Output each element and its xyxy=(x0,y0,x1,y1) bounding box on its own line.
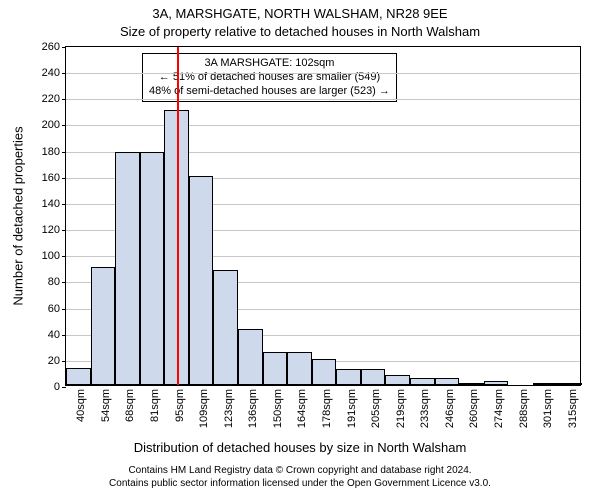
ytick-mark xyxy=(62,282,66,283)
ytick-mark xyxy=(62,387,66,388)
footer: Contains HM Land Registry data © Crown c… xyxy=(0,464,600,490)
grid-line xyxy=(66,73,580,74)
title-line-1: 3A, MARSHGATE, NORTH WALSHAM, NR28 9EE xyxy=(0,6,600,21)
ytick-label: 80 xyxy=(48,276,60,288)
xtick-label: 178sqm xyxy=(321,389,333,428)
ytick-mark xyxy=(62,47,66,48)
bar xyxy=(115,152,140,385)
xtick-label: 68sqm xyxy=(124,389,136,422)
ytick-label: 240 xyxy=(42,67,60,79)
grid-line xyxy=(66,99,580,100)
ytick-mark xyxy=(62,152,66,153)
xtick-label: 150sqm xyxy=(272,389,284,428)
ytick-label: 120 xyxy=(42,224,60,236)
title-line-2: Size of property relative to detached ho… xyxy=(0,24,600,39)
ytick-label: 160 xyxy=(42,172,60,184)
xtick-label: 219sqm xyxy=(395,389,407,428)
xtick-label: 136sqm xyxy=(247,389,259,428)
x-axis-title: Distribution of detached houses by size … xyxy=(0,440,600,455)
xtick-label: 301sqm xyxy=(542,389,554,428)
bar xyxy=(410,378,435,385)
ytick-mark xyxy=(62,361,66,362)
ytick-mark xyxy=(62,204,66,205)
xtick-label: 123sqm xyxy=(223,389,235,428)
bar xyxy=(140,152,165,385)
ytick-mark xyxy=(62,335,66,336)
grid-line xyxy=(66,125,580,126)
ytick-label: 40 xyxy=(48,329,60,341)
xtick-label: 81sqm xyxy=(149,389,161,422)
bar xyxy=(263,352,288,385)
bar xyxy=(435,378,460,385)
xtick-label: 288sqm xyxy=(518,389,530,428)
ytick-mark xyxy=(62,256,66,257)
bar xyxy=(533,383,558,385)
info-line-3: 48% of semi-detached houses are larger (… xyxy=(149,85,390,99)
bar xyxy=(385,375,410,385)
bar xyxy=(287,352,312,385)
ytick-mark xyxy=(62,99,66,100)
ytick-label: 200 xyxy=(42,119,60,131)
ytick-label: 100 xyxy=(42,250,60,262)
xtick-label: 246sqm xyxy=(444,389,456,428)
xtick-label: 233sqm xyxy=(419,389,431,428)
ytick-label: 220 xyxy=(42,93,60,105)
xtick-label: 109sqm xyxy=(198,389,210,428)
xtick-label: 205sqm xyxy=(370,389,382,428)
bar xyxy=(213,270,238,385)
ytick-mark xyxy=(62,309,66,310)
y-axis-title: Number of detached properties xyxy=(11,126,26,305)
marker-line xyxy=(177,47,179,385)
root: 3A, MARSHGATE, NORTH WALSHAM, NR28 9EE S… xyxy=(0,0,600,500)
ytick-mark xyxy=(62,178,66,179)
bar xyxy=(189,176,214,385)
xtick-label: 95sqm xyxy=(174,389,186,422)
ytick-mark xyxy=(62,230,66,231)
info-line-1: 3A MARSHGATE: 102sqm xyxy=(149,57,390,71)
xtick-label: 164sqm xyxy=(296,389,308,428)
footer-line-2: Contains public sector information licen… xyxy=(0,477,600,490)
bar xyxy=(557,383,582,385)
bar xyxy=(312,359,337,385)
plot-area: 3A MARSHGATE: 102sqm ← 51% of detached h… xyxy=(65,46,581,386)
bar xyxy=(459,383,484,385)
footer-line-1: Contains HM Land Registry data © Crown c… xyxy=(0,464,600,477)
xtick-label: 191sqm xyxy=(346,389,358,428)
ytick-label: 60 xyxy=(48,303,60,315)
bar xyxy=(66,368,91,385)
xtick-label: 260sqm xyxy=(468,389,480,428)
info-box: 3A MARSHGATE: 102sqm ← 51% of detached h… xyxy=(142,53,397,102)
ytick-label: 140 xyxy=(42,198,60,210)
xtick-label: 315sqm xyxy=(567,389,579,428)
bar xyxy=(238,329,263,385)
ytick-label: 0 xyxy=(54,381,60,393)
ytick-label: 180 xyxy=(42,146,60,158)
ytick-label: 20 xyxy=(48,355,60,367)
bar xyxy=(336,369,361,385)
ytick-mark xyxy=(62,125,66,126)
ytick-mark xyxy=(62,73,66,74)
bar xyxy=(361,369,386,385)
xtick-label: 40sqm xyxy=(75,389,87,422)
bar xyxy=(484,381,509,385)
bar xyxy=(91,267,116,385)
xtick-label: 274sqm xyxy=(493,389,505,428)
xtick-label: 54sqm xyxy=(100,389,112,422)
ytick-label: 260 xyxy=(42,41,60,53)
